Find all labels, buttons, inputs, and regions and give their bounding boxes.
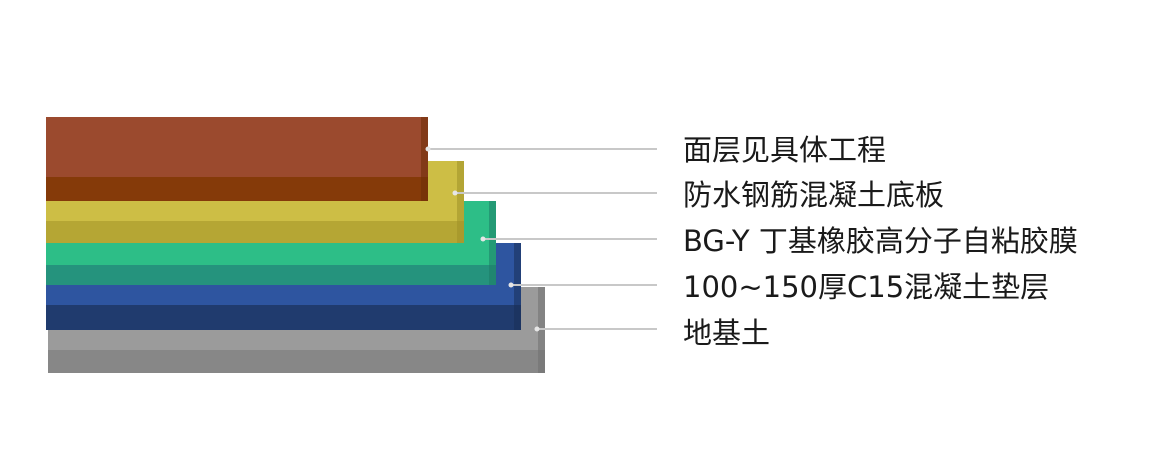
layer-front-concrete-slab [46, 221, 464, 243]
leader-dot-cushion [508, 282, 514, 288]
leader-lines [425, 146, 657, 332]
layer-surface [46, 117, 428, 201]
leader-dot-surface [425, 146, 431, 152]
layer-front-surface [46, 177, 428, 201]
layer-side-concrete-slab [457, 161, 464, 243]
leader-dot-subgrade [534, 326, 540, 332]
layer-side-membrane [489, 201, 496, 285]
layer-stack [46, 117, 545, 373]
layer-side-cushion [514, 243, 521, 330]
label-cushion: 100~150厚C15混凝土垫层 [683, 270, 1049, 304]
label-surface: 面层见具体工程 [683, 133, 886, 167]
layer-front-cushion [46, 305, 521, 330]
layer-front-membrane [46, 265, 496, 285]
layer-labels: 面层见具体工程 防水钢筋混凝土底板 BG-Y 丁基橡胶高分子自粘胶膜 100~1… [683, 133, 1078, 350]
leader-dot-concrete-slab [452, 190, 458, 196]
label-subgrade: 地基土 [683, 316, 770, 350]
layer-front-subgrade [48, 350, 545, 373]
layer-top-surface [46, 117, 428, 177]
leader-dot-membrane [480, 236, 486, 242]
label-membrane: BG-Y 丁基橡胶高分子自粘胶膜 [683, 224, 1078, 258]
label-concrete-slab: 防水钢筋混凝土底板 [683, 178, 944, 212]
layer-side-surface [421, 117, 428, 201]
